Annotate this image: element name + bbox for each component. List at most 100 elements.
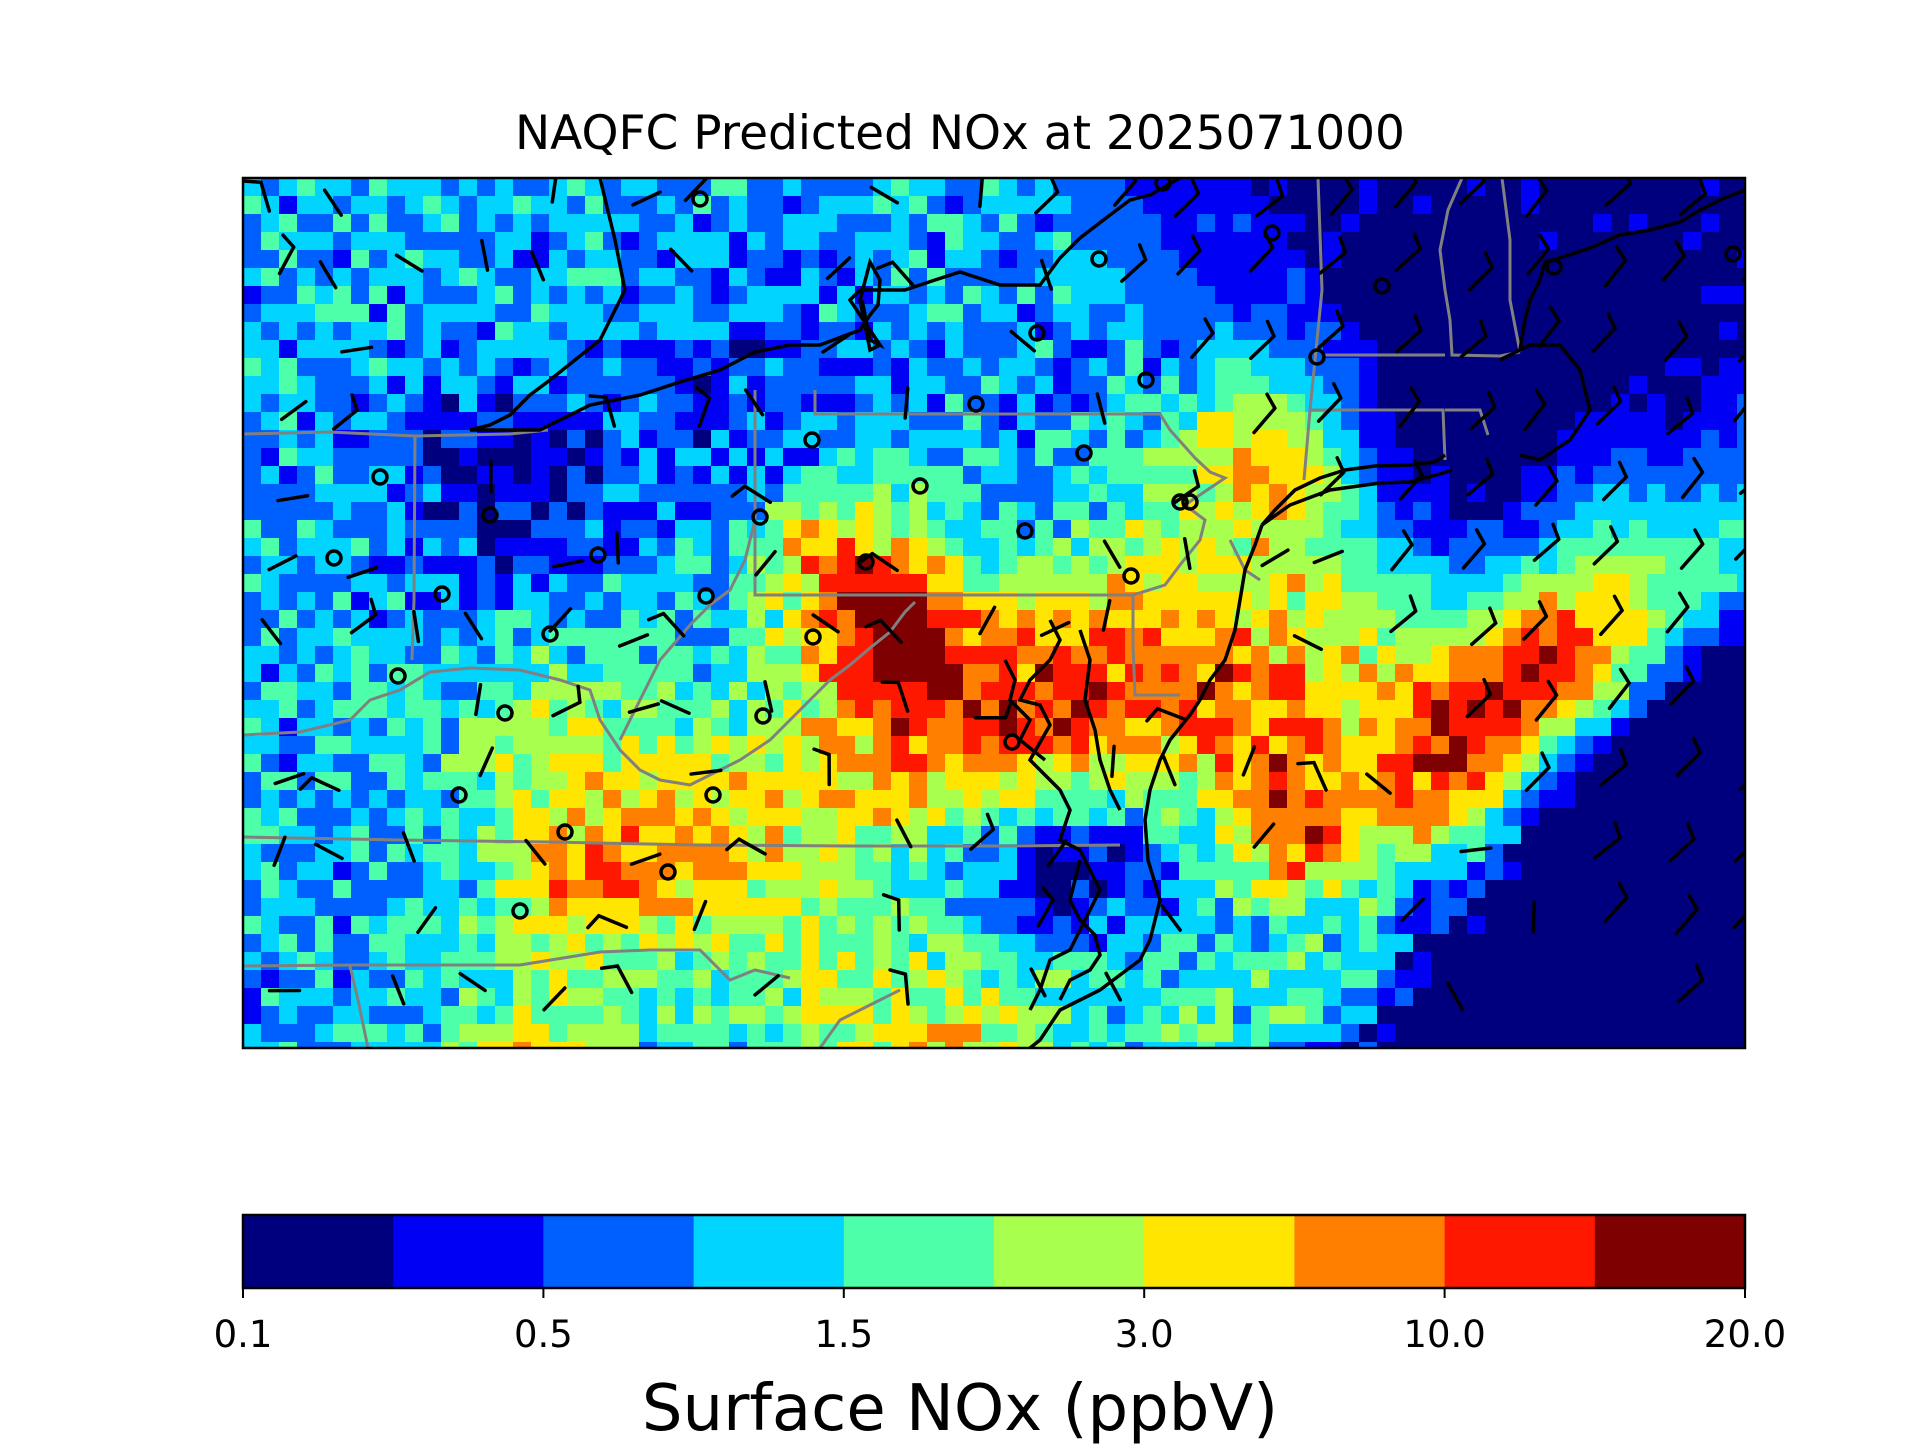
field-cell [1683, 304, 1702, 323]
field-cell [585, 1006, 604, 1025]
field-cell [459, 394, 478, 413]
field-cell [1647, 970, 1666, 989]
field-cell [729, 286, 748, 305]
field-cell [1107, 484, 1126, 503]
field-cell [585, 646, 604, 665]
field-cell [513, 1024, 532, 1043]
field-cell [441, 844, 460, 863]
field-cell [1323, 520, 1342, 539]
field-cell [369, 934, 388, 953]
field-cell [837, 1042, 856, 1061]
field-cell [873, 682, 892, 701]
field-cell [369, 556, 388, 575]
field-cell [405, 232, 424, 251]
field-cell [1323, 664, 1342, 683]
field-cell [369, 628, 388, 647]
field-cell [981, 502, 1000, 521]
field-cell [387, 484, 406, 503]
field-cell [693, 484, 712, 503]
field-cell [1251, 466, 1270, 485]
field-cell [1143, 268, 1162, 287]
field-cell [477, 448, 496, 467]
field-cell [765, 988, 784, 1007]
field-cell [549, 232, 568, 251]
field-cell [1719, 934, 1738, 953]
field-cell [1449, 304, 1468, 323]
field-cell [711, 1006, 730, 1025]
field-cell [999, 1024, 1018, 1043]
field-cell [855, 502, 874, 521]
field-cell [801, 898, 820, 917]
field-cell [1629, 250, 1648, 269]
field-cell [1431, 1042, 1450, 1061]
field-cell [549, 430, 568, 449]
field-cell [891, 520, 910, 539]
field-cell [1143, 340, 1162, 359]
field-cell [1521, 700, 1540, 719]
field-cell [1665, 574, 1684, 593]
field-cell [747, 646, 766, 665]
field-cell [1503, 376, 1522, 395]
field-cell [531, 1042, 550, 1061]
field-cell [693, 448, 712, 467]
field-cell [495, 1024, 514, 1043]
field-cell [387, 376, 406, 395]
field-cell [549, 502, 568, 521]
field-cell [405, 304, 424, 323]
field-cell [297, 700, 316, 719]
field-cell [441, 610, 460, 629]
field-cell [1629, 592, 1648, 611]
field-cell [1053, 268, 1072, 287]
field-cell [1017, 808, 1036, 827]
field-cell [1611, 862, 1630, 881]
field-cell [1251, 880, 1270, 899]
field-cell [639, 1006, 658, 1025]
field-cell [891, 1006, 910, 1025]
field-cell [621, 790, 640, 809]
field-cell [765, 268, 784, 287]
field-cell [1359, 412, 1378, 431]
field-cell [999, 754, 1018, 773]
field-cell [1521, 646, 1540, 665]
field-cell [657, 574, 676, 593]
field-cell [1053, 700, 1072, 719]
field-cell [477, 718, 496, 737]
field-cell [603, 376, 622, 395]
field-cell [261, 574, 280, 593]
field-cell [909, 1006, 928, 1025]
field-cell [963, 700, 982, 719]
field-cell [603, 844, 622, 863]
field-cell [621, 376, 640, 395]
field-cell [1629, 1006, 1648, 1025]
field-cell [1215, 862, 1234, 881]
field-cell [999, 466, 1018, 485]
field-cell [1521, 664, 1540, 683]
field-cell [927, 358, 946, 377]
field-cell [963, 736, 982, 755]
field-cell [1287, 646, 1306, 665]
field-cell [1233, 934, 1252, 953]
field-cell [1431, 736, 1450, 755]
field-cell [513, 178, 532, 197]
field-cell [1035, 934, 1054, 953]
field-cell [1467, 862, 1486, 881]
colorbar-segment [694, 1215, 845, 1288]
field-cell [1305, 1006, 1324, 1025]
field-cell [1719, 952, 1738, 971]
field-cell [747, 862, 766, 881]
field-cell [549, 574, 568, 593]
field-cell [1305, 196, 1324, 215]
field-cell [1305, 880, 1324, 899]
field-cell [405, 700, 424, 719]
field-cell [1629, 754, 1648, 773]
field-cell [1089, 322, 1108, 341]
field-cell [1161, 646, 1180, 665]
field-cell [1647, 772, 1666, 791]
field-cell [423, 340, 442, 359]
field-cell [1161, 448, 1180, 467]
field-cell [549, 934, 568, 953]
field-cell [423, 646, 442, 665]
field-cell [1503, 970, 1522, 989]
field-cell [1233, 718, 1252, 737]
field-cell [1467, 358, 1486, 377]
